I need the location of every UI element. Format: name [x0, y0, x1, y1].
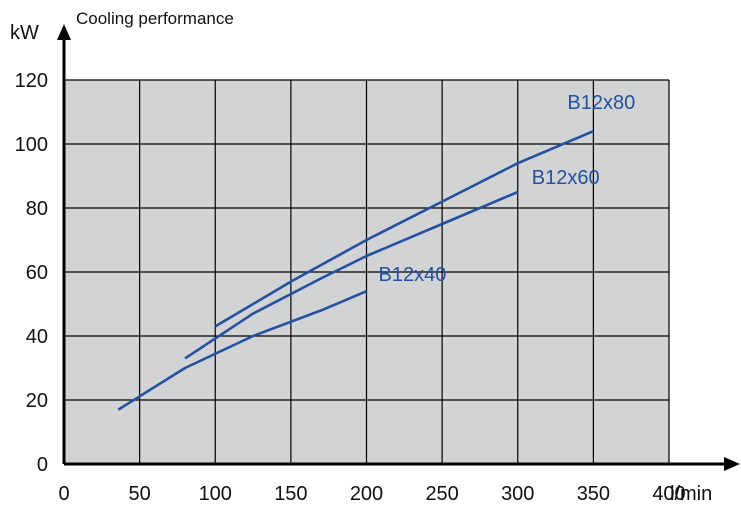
- x-tick-label-150: 150: [274, 483, 307, 505]
- y-tick-label-0: 0: [37, 454, 48, 476]
- y-axis-arrowhead: [57, 24, 71, 40]
- x-tick-label-350: 350: [577, 483, 610, 505]
- x-tick-label-50: 50: [129, 483, 151, 505]
- chart-title: Cooling performance: [76, 9, 234, 28]
- y-tick-label-80: 80: [26, 198, 48, 220]
- series-labels: B12x40 B12x60 B12x80: [379, 92, 636, 286]
- series-lines: [117, 130, 594, 411]
- x-axis-unit-label: l/min: [670, 483, 712, 505]
- y-tick-label-20: 20: [26, 390, 48, 412]
- y-tick-label-120: 120: [15, 70, 48, 92]
- x-tick-labels: 0 50 100 150 200 250 300 350 400: [58, 483, 685, 505]
- series-line-b12x80: [214, 130, 594, 328]
- y-axis-unit-label: kW: [10, 22, 39, 44]
- y-tick-label-60: 60: [26, 262, 48, 284]
- x-tick-label-300: 300: [501, 483, 534, 505]
- series-label-b12x80: B12x80: [567, 92, 635, 114]
- x-tick-label-200: 200: [350, 483, 383, 505]
- y-tick-label-40: 40: [26, 326, 48, 348]
- series-line-b12x40: [117, 290, 368, 411]
- x-tick-label-400: 400: [652, 483, 685, 505]
- series-label-b12x40: B12x40: [379, 264, 447, 286]
- x-tick-label-100: 100: [199, 483, 232, 505]
- y-tick-labels: 0 20 40 60 80 100 120: [15, 70, 48, 476]
- x-axis-arrowhead: [724, 457, 740, 471]
- series-line-b12x60: [184, 190, 519, 360]
- y-tick-label-100: 100: [15, 134, 48, 156]
- x-tick-label-0: 0: [58, 483, 69, 505]
- series-label-b12x60: B12x60: [532, 167, 600, 189]
- x-tick-label-250: 250: [425, 483, 458, 505]
